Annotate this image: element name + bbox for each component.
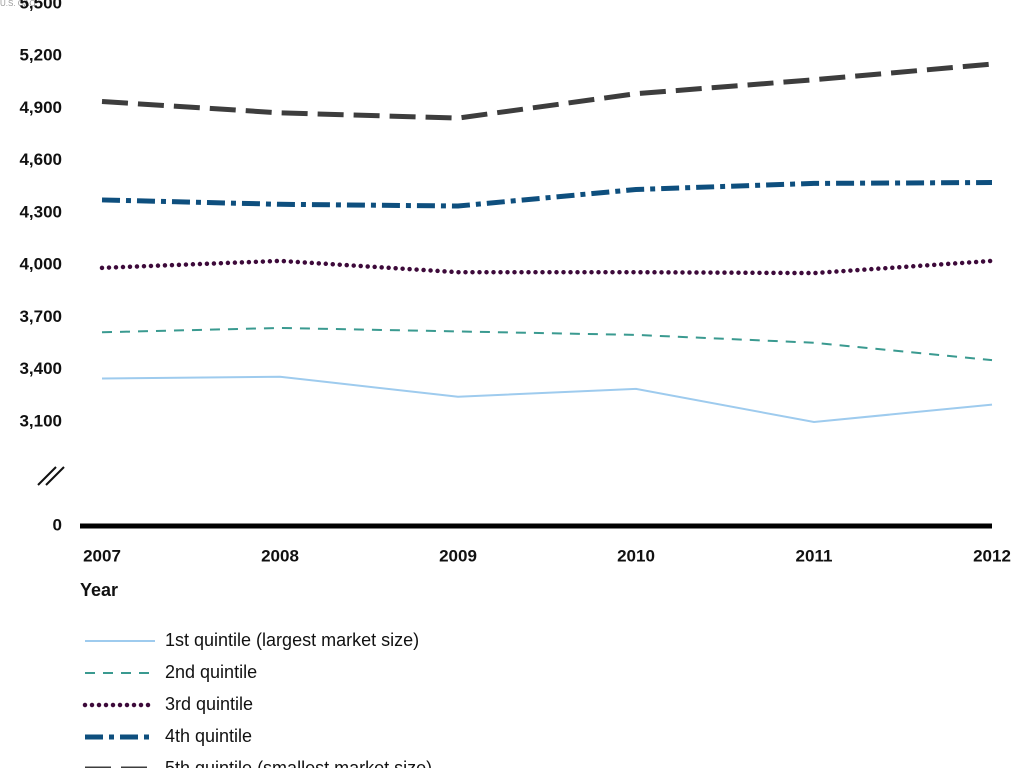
y-tick-label: 3,700 — [19, 307, 62, 326]
legend-label: 4th quintile — [165, 726, 252, 746]
x-tick-label: 2012 — [973, 546, 1011, 565]
x-tick-label: 2008 — [261, 546, 299, 565]
y-tick-label: 3,400 — [19, 359, 62, 378]
series-line — [101, 375, 993, 424]
y-tick-label: 4,000 — [19, 255, 62, 274]
series-line — [99, 258, 995, 276]
y-tick-label: 4,600 — [19, 150, 62, 169]
x-tick-label: 2009 — [439, 546, 477, 565]
y-tick-label: 5,500 — [19, 0, 62, 12]
y-tick-label: 0 — [53, 515, 62, 534]
x-tick-label: 2010 — [617, 546, 655, 565]
legend-label: 3rd quintile — [165, 694, 253, 714]
y-tick-label: 4,900 — [19, 98, 62, 117]
x-axis-title: Year — [80, 580, 118, 600]
series-line — [101, 61, 993, 121]
y-tick-label: 4,300 — [19, 202, 62, 221]
legend-label: 2nd quintile — [165, 662, 257, 682]
legend-label: 1st quintile (largest market size) — [165, 630, 419, 650]
axis-break — [45, 466, 65, 486]
x-tick-label: 2007 — [83, 546, 121, 565]
x-tick-label: 2011 — [796, 546, 833, 565]
legend-label: 5th quintile (smallest market size) — [165, 758, 432, 768]
y-tick-label: 3,100 — [19, 411, 62, 430]
y-tick-label: 5,200 — [19, 46, 62, 65]
watermark: U.S. GAO — [0, 0, 36, 8]
series-line — [101, 180, 993, 209]
series-line — [101, 326, 993, 362]
axis-break — [37, 466, 57, 486]
